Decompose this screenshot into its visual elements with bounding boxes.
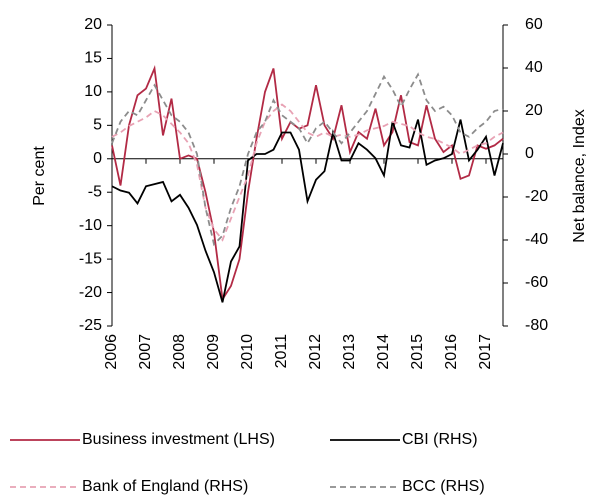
y2-tick-label: -20 — [525, 188, 548, 205]
y-tick-label: 0 — [93, 150, 102, 167]
series-line — [111, 119, 504, 303]
y2-tick-label: 60 — [525, 16, 543, 33]
y-tick-label: 10 — [84, 83, 102, 100]
series-line — [111, 103, 504, 242]
x-tick-label: 2011 — [273, 334, 290, 369]
x-tick-label: 2015 — [409, 334, 426, 370]
x-tick-label: 2016 — [443, 334, 460, 370]
x-tick-label: 2009 — [205, 334, 222, 370]
y-tick-label: 20 — [84, 16, 102, 33]
x-tick-label: 2006 — [103, 334, 120, 370]
y2-tick-label: -60 — [525, 274, 548, 291]
legend-label: Bank of England (RHS) — [82, 478, 248, 495]
legend-label: CBI (RHS) — [402, 431, 478, 448]
y-tick-label: 5 — [93, 117, 102, 134]
x-tick-label: 2014 — [375, 334, 392, 370]
series-line — [111, 72, 504, 247]
y-tick-label: -20 — [79, 284, 102, 301]
y2-tick-label: -80 — [525, 317, 548, 334]
y-tick-label: -25 — [79, 317, 102, 334]
series-line — [111, 65, 504, 302]
x-tick-label: 2012 — [307, 334, 324, 370]
y2-tick-label: 0 — [525, 145, 534, 162]
y-tick-label: -5 — [88, 183, 102, 200]
legend-label: Business investment (LHS) — [82, 431, 275, 448]
y2-axis-label: Net balance, Index — [571, 109, 588, 242]
y-tick-label: 15 — [84, 50, 102, 67]
y-axis-label: Per cent — [31, 146, 48, 206]
x-tick-label: 2017 — [477, 334, 494, 370]
y2-tick-label: 20 — [525, 102, 543, 119]
y-tick-label: -15 — [79, 250, 102, 267]
y2-tick-label: -40 — [525, 231, 548, 248]
x-tick-label: 2008 — [171, 334, 188, 370]
x-tick-label: 2007 — [137, 334, 154, 370]
legend-label: BCC (RHS) — [402, 478, 485, 495]
y2-tick-label: 40 — [525, 59, 543, 76]
y-tick-label: -10 — [79, 217, 102, 234]
x-tick-label: 2013 — [341, 334, 358, 370]
x-tick-label: 2010 — [239, 334, 256, 370]
